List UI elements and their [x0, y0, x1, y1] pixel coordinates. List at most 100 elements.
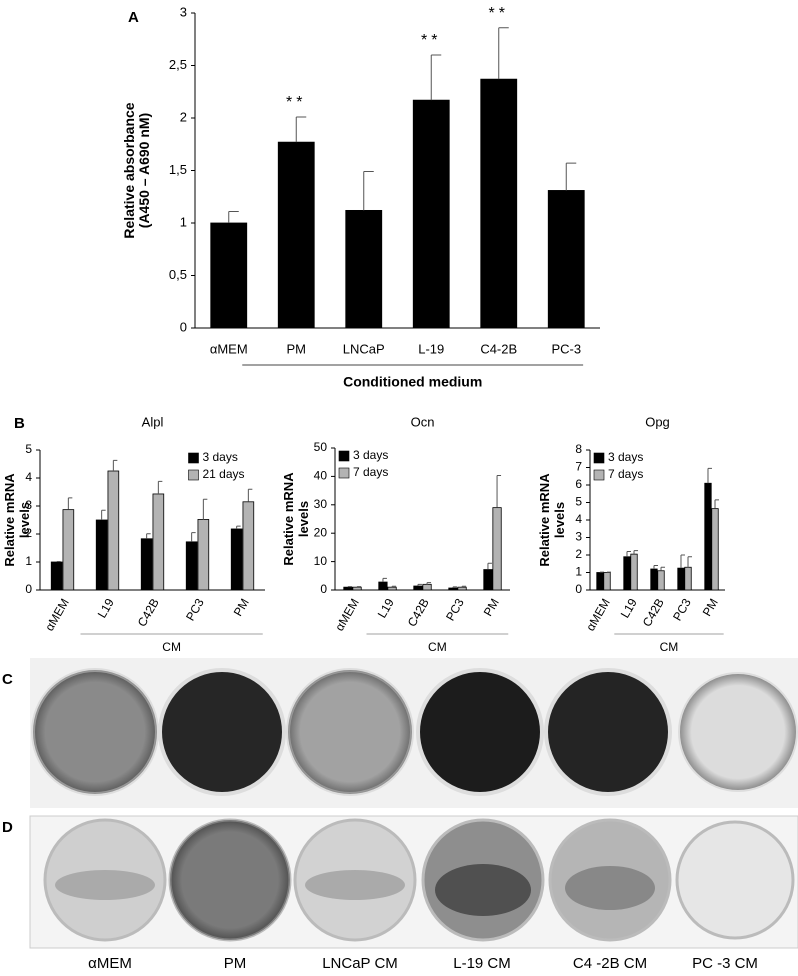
bar: [711, 508, 719, 591]
error-bar: [391, 585, 397, 588]
error-bar: [660, 566, 666, 571]
bar: [630, 553, 638, 591]
x-tick-label: PM: [481, 596, 502, 619]
y-tick-label: 4: [575, 512, 582, 526]
y-tick-label: 40: [314, 469, 328, 483]
bar: [412, 99, 450, 329]
error-bar: [496, 475, 502, 508]
error-bar: [687, 556, 693, 568]
bar: [345, 209, 383, 329]
bar: [704, 482, 712, 591]
x-tick-label: L19: [618, 596, 640, 621]
y-axis-label: levels: [296, 501, 311, 537]
bar: [596, 572, 604, 591]
y-tick-label: 1: [575, 565, 582, 579]
panel-label: D: [2, 819, 13, 836]
well-row-d: [29, 815, 798, 949]
chart-title: Ocn: [411, 414, 435, 429]
bar: [422, 583, 432, 591]
y-tick-label: 3: [180, 4, 187, 19]
y-tick-label: 1,5: [169, 162, 187, 177]
bar: [483, 569, 493, 591]
x-tick-label: L19: [95, 596, 117, 621]
bar: [140, 538, 153, 591]
panel-label: B: [14, 415, 25, 432]
bar: [623, 556, 631, 591]
significance-label: **: [286, 94, 306, 111]
bar: [152, 493, 165, 591]
y-tick-label: 5: [25, 442, 32, 456]
well-caption: PC -3 CM: [692, 955, 758, 972]
error-bar: [653, 565, 658, 569]
error-bar: [487, 562, 492, 570]
bar: [457, 586, 467, 591]
y-axis-label: Relative mRNA: [2, 473, 17, 567]
y-axis-label: levels: [17, 502, 32, 538]
error-bar: [157, 480, 163, 494]
error-bar: [228, 210, 239, 223]
group-label: CM: [660, 640, 679, 654]
x-tick-label: αMEM: [42, 596, 72, 633]
bar: [413, 585, 423, 591]
error-bar: [191, 532, 196, 542]
x-tick-label: L-19: [418, 341, 444, 356]
bar: [677, 567, 685, 591]
x-tick-label: C4-2B: [480, 341, 517, 356]
legend-label: 3 days: [608, 450, 643, 464]
legend-label: 21 days: [203, 467, 245, 481]
error-bar: [461, 585, 467, 588]
x-tick-label: αMEM: [210, 341, 248, 356]
bar: [352, 586, 362, 591]
error-bar: [247, 488, 253, 502]
x-tick-label: αMEM: [583, 596, 613, 633]
bar: [197, 519, 210, 591]
error-bar: [382, 577, 387, 583]
group-label: CM: [428, 640, 447, 654]
x-tick-label: αMEM: [332, 596, 362, 633]
well-caption: L-19 CM: [453, 955, 511, 972]
well-caption: PM: [224, 955, 247, 972]
y-tick-label: 0: [575, 582, 582, 596]
error-bar: [295, 116, 307, 143]
legend-label: 7 days: [353, 465, 388, 479]
y-tick-label: 3: [575, 530, 582, 544]
significance-label: **: [421, 32, 441, 49]
bar: [650, 568, 658, 591]
y-tick-label: 5: [575, 495, 582, 509]
bar: [230, 528, 243, 591]
legend-swatch: [188, 469, 199, 481]
well-caption: αMEM: [88, 955, 132, 972]
y-axis-label: Relative absorbance: [121, 102, 137, 238]
error-bar: [146, 533, 151, 539]
y-tick-label: 0: [25, 582, 32, 596]
bar: [547, 190, 585, 329]
x-tick-label: C42B: [405, 596, 432, 629]
x-tick-label: PC3: [183, 596, 207, 623]
y-tick-label: 10: [314, 554, 328, 568]
y-tick-label: 0: [180, 319, 187, 334]
error-bar: [452, 586, 457, 589]
well-row-c: [30, 658, 798, 808]
y-tick-label: 6: [575, 477, 582, 491]
y-tick-label: 20: [314, 525, 328, 539]
bar: [492, 507, 502, 591]
panel-label: A: [128, 9, 139, 26]
legend-swatch: [593, 469, 605, 481]
error-bar: [101, 509, 106, 520]
error-bar: [56, 560, 61, 562]
legend-label: 3 days: [353, 448, 388, 462]
y-tick-label: 0: [320, 582, 327, 596]
error-bar: [417, 583, 422, 587]
legend-swatch: [338, 450, 350, 462]
y-tick-label: 30: [314, 497, 328, 511]
y-tick-label: 0,5: [169, 267, 187, 282]
error-bar: [626, 551, 631, 557]
y-axis-label: Relative mRNA: [281, 472, 296, 566]
bar: [185, 541, 198, 591]
y-axis-label: Relative mRNA: [537, 473, 552, 567]
y-tick-label: 4: [25, 470, 32, 484]
legend-swatch: [188, 452, 199, 464]
bar: [277, 141, 315, 329]
bar: [603, 572, 611, 591]
error-bar: [112, 459, 118, 471]
